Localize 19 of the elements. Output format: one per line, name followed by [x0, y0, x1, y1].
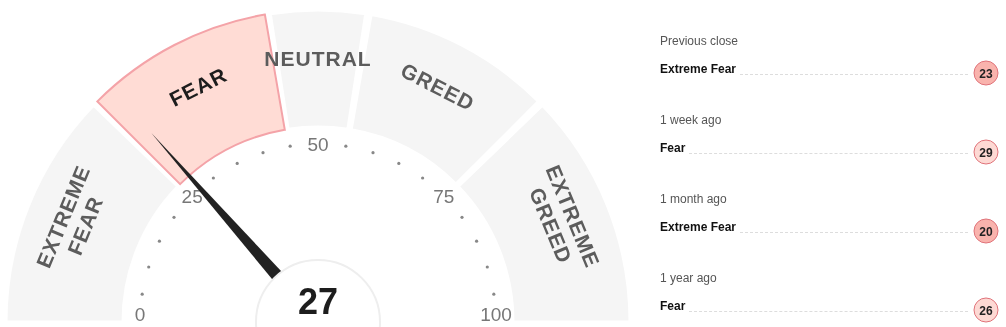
text: Extreme Fear — [660, 62, 737, 76]
text: 100 — [480, 304, 512, 325]
text: 75 — [433, 186, 455, 208]
category-label: 1 month ago — [660, 192, 728, 206]
data-label: 26 — [979, 303, 993, 318]
category-label: 1 week ago — [660, 113, 723, 127]
text: 0 — [134, 304, 146, 325]
text: 27 — [297, 281, 339, 322]
text: Fear — [660, 141, 686, 155]
category-label: Previous close — [660, 34, 740, 48]
slice-label: NEUTRAL — [264, 46, 372, 70]
text: 25 — [181, 186, 203, 208]
category-label: 1 year ago — [660, 271, 718, 285]
data-label: 20 — [979, 224, 993, 239]
text: Extreme Fear — [660, 220, 737, 234]
text: 50 — [307, 134, 329, 155]
text: Fear — [660, 299, 686, 313]
data-label: 29 — [979, 145, 993, 160]
data-label: 23 — [979, 66, 993, 81]
